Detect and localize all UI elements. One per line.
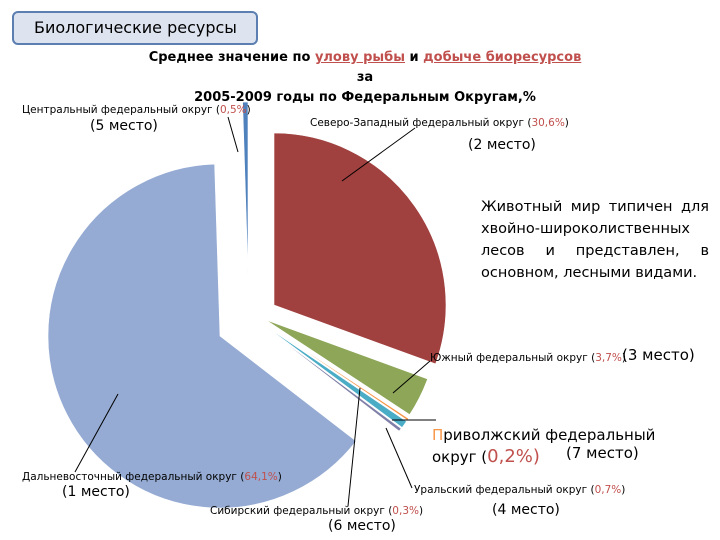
slice-siberia bbox=[262, 325, 402, 432]
label-northwest-name: Северо-Западный федеральный округ ( bbox=[310, 117, 532, 129]
rank-south: (3 место) bbox=[622, 346, 695, 364]
leader-urals bbox=[385, 427, 413, 489]
slice-central bbox=[242, 101, 249, 275]
leader-northwest bbox=[341, 127, 416, 182]
label-south-name: Южный федеральный округ ( bbox=[430, 352, 596, 364]
rank-siberia: (6 место) bbox=[328, 518, 396, 534]
label-northwest-pct: 30,6% bbox=[531, 117, 565, 129]
label-close: ) bbox=[277, 471, 282, 483]
leader-siberia bbox=[347, 387, 361, 507]
rank-central: (5 место) bbox=[90, 118, 158, 134]
chart-title: Среднее значение по улову рыбы и добыче … bbox=[140, 48, 590, 108]
title-line2: 2005-2009 годы по Федеральным Округам,% bbox=[194, 90, 536, 105]
section-tab: Биологические ресурсы bbox=[12, 11, 258, 45]
rank-northwest: (2 место) bbox=[468, 137, 536, 153]
label-volga-first-letter: П bbox=[432, 426, 444, 444]
label-close: ) bbox=[418, 505, 424, 517]
label-south: Южный федеральный округ (3,7%) bbox=[430, 352, 626, 364]
label-volga-pct: 0,2% bbox=[487, 446, 533, 467]
fauna-description: Животный мир типичен для хвойно-широколи… bbox=[481, 199, 709, 281]
label-siberia: Сибирский федеральный округ (0,3%) bbox=[210, 505, 423, 517]
label-central-pct: 0,5% bbox=[219, 104, 247, 116]
title-part: Среднее значение по bbox=[148, 50, 315, 65]
label-close: ) bbox=[246, 104, 251, 116]
title-part: и bbox=[405, 50, 424, 65]
label-close: ) bbox=[621, 352, 626, 364]
slice-south bbox=[265, 319, 428, 415]
label-urals-name: Уральский федеральный округ ( bbox=[414, 484, 595, 496]
label-close: ) bbox=[564, 117, 569, 129]
rank-far-east: (1 место) bbox=[62, 484, 130, 500]
title-highlight-bio: добыче биоресурсов bbox=[423, 50, 582, 65]
label-volga: Приволжский федеральный округ (0,2%) bbox=[432, 424, 655, 468]
label-volga-name: риволжский федеральный bbox=[443, 426, 656, 444]
slice-urals bbox=[263, 324, 407, 428]
label-volga-line2: округ ( bbox=[432, 448, 488, 466]
leader-central bbox=[227, 116, 239, 153]
label-far-east-pct: 64,1% bbox=[244, 471, 278, 483]
leader-south bbox=[392, 360, 431, 394]
label-south-pct: 3,7% bbox=[595, 352, 622, 364]
label-central-name: Центральный федеральный округ ( bbox=[22, 104, 220, 116]
slice-northwest bbox=[273, 132, 447, 365]
label-far-east-name: Дальневосточный федеральный округ ( bbox=[22, 471, 245, 483]
label-urals: Уральский федеральный округ (0,7%) bbox=[414, 484, 625, 496]
leader-far-east bbox=[74, 393, 119, 473]
label-far-east: Дальневосточный федеральный округ (64,1%… bbox=[22, 471, 282, 483]
label-urals-pct: 0,7% bbox=[594, 484, 622, 496]
rank-urals: (4 место) bbox=[492, 502, 560, 518]
label-close: ) bbox=[621, 484, 626, 496]
label-siberia-pct: 0,3% bbox=[392, 505, 419, 517]
label-central: Центральный федеральный округ (0,5%) bbox=[22, 104, 251, 116]
slice-far-east bbox=[47, 163, 357, 509]
title-highlight-fish: улову рыбы bbox=[314, 50, 405, 65]
rank-volga: (7 место) bbox=[566, 444, 639, 462]
label-northwest: Северо-Западный федеральный округ (30,6%… bbox=[310, 117, 569, 129]
title-part: за bbox=[356, 70, 374, 85]
label-close: ) bbox=[532, 446, 540, 467]
label-siberia-name: Сибирский федеральный округ ( bbox=[210, 505, 393, 517]
